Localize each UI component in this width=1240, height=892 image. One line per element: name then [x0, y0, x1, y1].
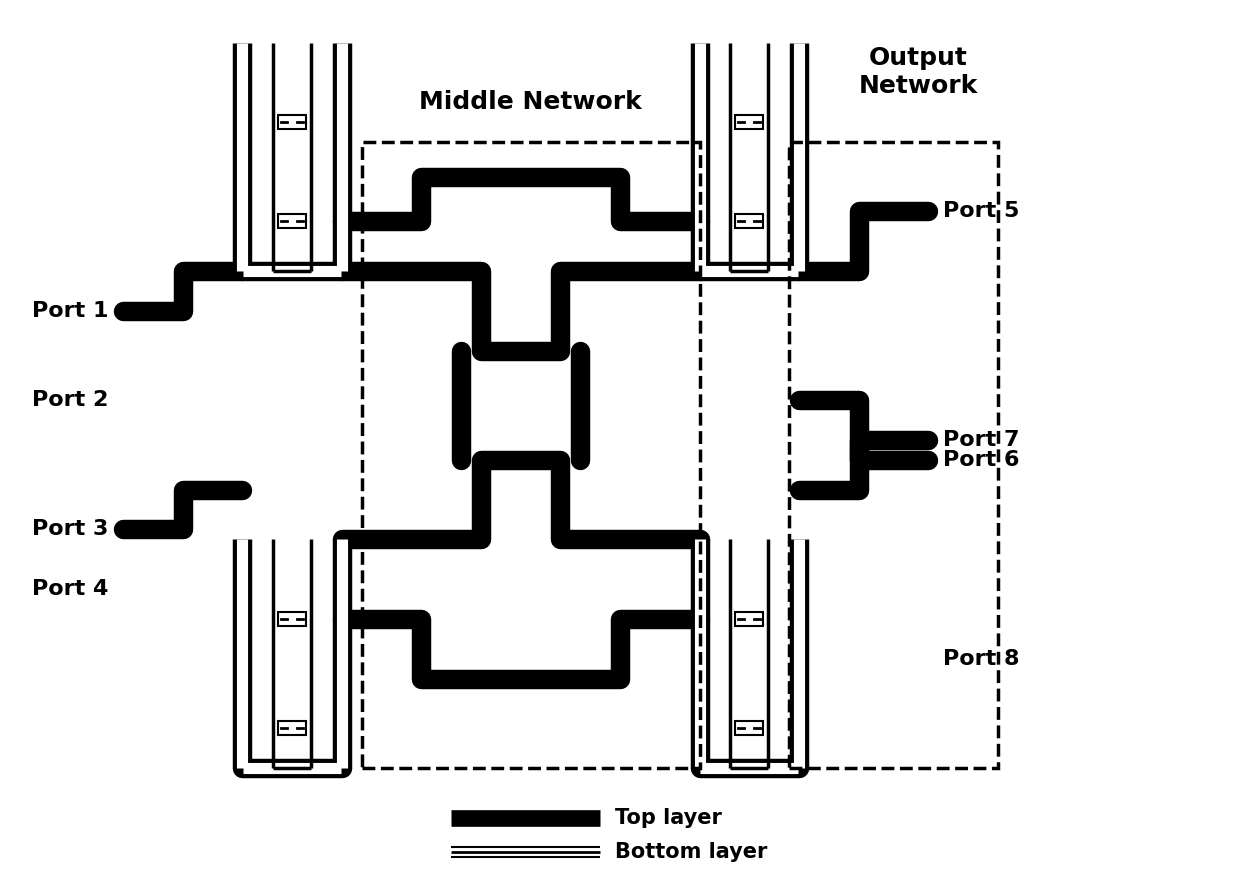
Bar — [735, 722, 763, 735]
Bar — [278, 214, 306, 228]
Text: Port 8: Port 8 — [942, 648, 1019, 669]
Bar — [789, 142, 998, 768]
Text: Output
Network: Output Network — [858, 46, 978, 98]
Bar — [278, 612, 306, 626]
Text: Port 2: Port 2 — [32, 391, 108, 410]
Text: Middle Network: Middle Network — [419, 90, 642, 114]
Bar — [735, 214, 763, 228]
Text: Port 4: Port 4 — [32, 579, 108, 599]
Text: Port 6: Port 6 — [942, 450, 1019, 470]
Text: Top layer: Top layer — [615, 807, 722, 828]
Bar — [735, 115, 763, 129]
Text: Bottom layer: Bottom layer — [615, 842, 768, 863]
Bar — [735, 612, 763, 626]
Bar — [278, 115, 306, 129]
Bar — [278, 722, 306, 735]
Text: Port 7: Port 7 — [942, 430, 1019, 450]
Text: Port 3: Port 3 — [32, 519, 108, 540]
Text: Port 5: Port 5 — [942, 202, 1019, 221]
Text: Port 1: Port 1 — [32, 301, 108, 321]
Bar — [362, 142, 699, 768]
